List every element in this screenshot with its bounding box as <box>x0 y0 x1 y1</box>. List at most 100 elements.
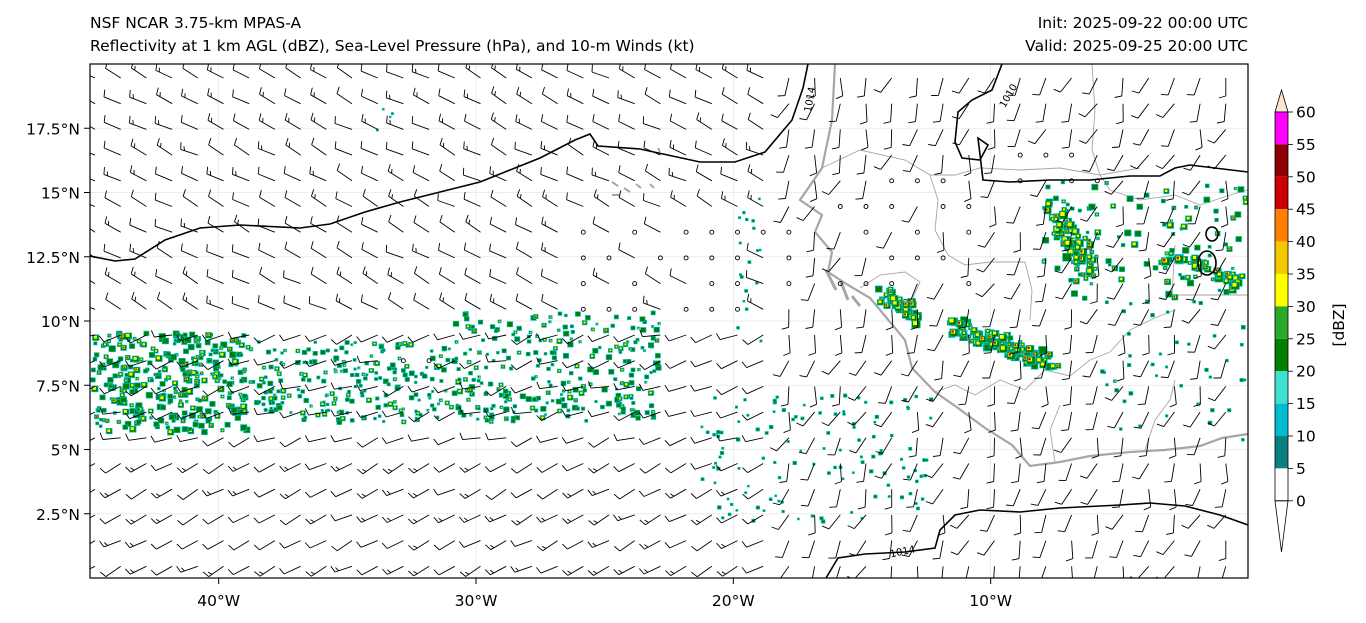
reflectivity-cell <box>567 409 570 412</box>
reflectivity-cell <box>643 320 647 324</box>
reflectivity-cell <box>1166 280 1168 283</box>
reflectivity-cell <box>463 312 468 317</box>
wind-barb <box>1112 463 1124 483</box>
reflectivity-cell <box>1215 269 1218 272</box>
reflectivity-cell <box>627 341 629 343</box>
reflectivity-cell <box>908 447 912 450</box>
reflectivity-cell <box>526 396 532 402</box>
reflectivity-cell <box>102 408 106 413</box>
reflectivity-cell <box>649 404 654 408</box>
wind-barb <box>105 64 121 79</box>
calm-wind-circle <box>683 255 689 261</box>
wind-barb <box>847 411 867 426</box>
wind-barb <box>231 269 250 285</box>
wind-barb <box>541 64 558 79</box>
reflectivity-cell <box>492 359 495 362</box>
reflectivity-cell <box>106 420 108 422</box>
reflectivity-cell <box>373 342 376 345</box>
wind-barb <box>874 360 893 376</box>
reflectivity-cell <box>502 366 504 368</box>
wind-barb <box>690 384 712 392</box>
reflectivity-cell <box>658 323 661 325</box>
wind-barb <box>412 165 430 182</box>
wind-barb <box>953 437 970 455</box>
reflectivity-cell <box>1048 353 1050 355</box>
reflectivity-cell <box>1243 379 1246 381</box>
wind-barb <box>485 488 507 500</box>
reflectivity-cell <box>327 409 330 412</box>
wind-barb <box>745 270 764 285</box>
reflectivity-cell <box>915 502 917 505</box>
reflectivity-cell <box>175 391 177 393</box>
reflectivity-cell <box>347 390 351 393</box>
wind-barb <box>311 137 327 156</box>
reflectivity-cell <box>827 471 831 475</box>
wind-barb <box>1106 283 1124 300</box>
reflectivity-cell <box>1082 274 1084 276</box>
reflectivity-cell <box>419 413 422 416</box>
reflectivity-cell <box>881 298 883 300</box>
reflectivity-cell <box>1169 252 1173 255</box>
wind-barb <box>304 463 327 471</box>
reflectivity-cell <box>147 361 152 365</box>
reflectivity-cell <box>182 411 187 416</box>
wind-barb <box>202 540 224 550</box>
reflectivity-cell <box>929 417 932 419</box>
wind-barb <box>330 435 353 443</box>
wind-barb <box>408 411 430 422</box>
reflectivity-cell <box>335 370 337 373</box>
reflectivity-cell <box>557 339 561 343</box>
wind-barb <box>690 360 712 368</box>
wind-barb <box>381 488 404 497</box>
reflectivity-cell <box>156 356 160 360</box>
wind-barb <box>876 231 893 249</box>
wind-barb <box>150 540 173 550</box>
reflectivity-cell <box>627 316 631 320</box>
reflectivity-cell <box>1019 341 1021 343</box>
reflectivity-cell <box>638 327 640 329</box>
reflectivity-cell <box>123 383 129 389</box>
wind-barb <box>1105 514 1124 530</box>
wind-barb <box>812 566 816 578</box>
reflectivity-cell <box>188 427 192 431</box>
reflectivity-cell <box>316 413 319 416</box>
wind-barb <box>1156 231 1175 248</box>
reflectivity-cell <box>220 347 223 349</box>
wind-barb <box>511 514 533 526</box>
reflectivity-cell <box>193 422 198 427</box>
reflectivity-cell <box>793 461 797 465</box>
calm-wind-circle <box>657 255 663 261</box>
wind-barb <box>356 514 378 523</box>
reflectivity-cell <box>301 378 305 381</box>
wind-barb <box>826 232 841 250</box>
reflectivity-cell <box>1232 217 1234 219</box>
reflectivity-cell <box>1127 363 1131 367</box>
wind-barb <box>644 87 661 105</box>
reflectivity-cell <box>136 403 142 408</box>
wind-barb <box>232 89 250 105</box>
wind-barb <box>780 566 790 578</box>
reflectivity-cell <box>737 420 740 423</box>
wind-barb <box>618 165 635 182</box>
wind-barb <box>356 411 378 418</box>
wind-barb <box>104 216 121 233</box>
wind-barb <box>490 112 507 130</box>
reflectivity-cell <box>904 302 907 305</box>
wind-barb <box>962 334 970 356</box>
reflectivity-cell <box>341 417 344 420</box>
reflectivity-cell <box>206 419 211 423</box>
wind-barb <box>1091 437 1099 459</box>
wind-barb <box>821 257 841 273</box>
reflectivity-cell <box>307 378 311 382</box>
reflectivity-cell <box>869 470 873 473</box>
wind-barb <box>484 332 507 340</box>
wind-barb <box>484 410 507 418</box>
reflectivity-cell <box>196 406 203 412</box>
wind-barb <box>587 463 610 474</box>
wind-barb <box>104 190 121 207</box>
wind-barb <box>936 232 945 253</box>
wind-barb <box>1036 463 1047 484</box>
reflectivity-cell <box>242 410 246 414</box>
reflectivity-cell <box>183 349 189 354</box>
reflectivity-cell <box>197 399 199 400</box>
